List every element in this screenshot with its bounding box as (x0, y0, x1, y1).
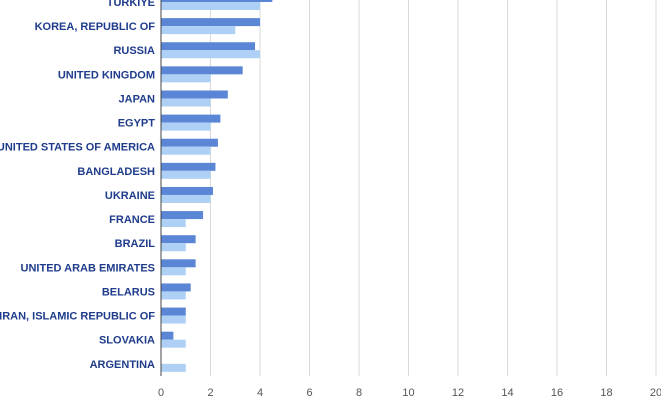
bar-series2-5 (161, 122, 211, 131)
bar-series2-8 (161, 194, 211, 203)
bar-series2-9 (161, 219, 186, 228)
bar-series1-6 (161, 138, 218, 147)
x-tick-label: 12 (452, 387, 464, 399)
category-label: BRAZIL (115, 238, 156, 250)
gridlines (210, 0, 657, 376)
x-tick-label: 10 (402, 387, 414, 399)
bar-series1-12 (161, 283, 191, 292)
x-tick-label: 8 (356, 387, 362, 399)
bar-series1-0 (161, 0, 273, 2)
category-label: IRAN, ISLAMIC REPUBLIC OF (0, 311, 155, 323)
category-label: UNITED ARAB EMIRATES (21, 262, 155, 274)
bar-series1-8 (161, 186, 213, 195)
x-tick-label: 6 (306, 387, 312, 399)
category-label: BELARUS (102, 286, 155, 298)
bar-series1-13 (161, 307, 186, 316)
x-tick-label: 18 (600, 387, 612, 399)
bar-series1-14 (161, 331, 174, 340)
bar-series2-3 (161, 74, 211, 83)
bar-series1-7 (161, 162, 216, 171)
x-tick-labels: 0 2 4 6 8 10 12 14 16 18 20 (158, 387, 661, 399)
bar-series1-9 (161, 211, 204, 220)
bar-series2-4 (161, 98, 211, 107)
bar-series1-10 (161, 235, 196, 244)
bars (161, 0, 273, 372)
x-tick-label: 16 (551, 387, 563, 399)
bar-series2-10 (161, 243, 186, 252)
bar-series1-5 (161, 114, 221, 123)
bar-series1-1 (161, 18, 260, 27)
bar-series2-1 (161, 26, 236, 35)
bar-series2-0 (161, 2, 260, 10)
category-label: UNITED KINGDOM (58, 69, 155, 81)
category-labels: TURKIYE KOREA, REPUBLIC OF RUSSIA UNITED KI… (0, 0, 155, 371)
category-label: TURKIYE (107, 0, 155, 9)
bar-series2-6 (161, 146, 211, 155)
category-label: ARGENTINA (90, 359, 155, 371)
x-tick-label: 2 (207, 387, 213, 399)
bar-series2-11 (161, 267, 186, 276)
category-label: EGYPT (118, 118, 156, 130)
bar-series2-12 (161, 291, 186, 300)
category-label: JAPAN (119, 93, 156, 105)
x-tick-label: 4 (257, 387, 263, 399)
bar-series2-13 (161, 315, 186, 324)
category-label: BANGLADESH (77, 166, 155, 178)
x-tick-label: 14 (501, 387, 513, 399)
bar-series1-2 (161, 42, 256, 51)
category-label: UNITED STATES OF AMERICA (0, 142, 155, 154)
bar-series2-2 (161, 50, 260, 59)
bar-series1-11 (161, 259, 196, 268)
category-label: UKRAINE (105, 190, 155, 202)
bar-series2-14 (161, 339, 186, 348)
bar-series1-3 (161, 66, 243, 75)
x-tick-label: 20 (650, 387, 661, 399)
bar-series1-4 (161, 90, 228, 99)
category-label: SLOVAKIA (99, 335, 155, 347)
category-label: KOREA, REPUBLIC OF (35, 21, 156, 33)
category-label: FRANCE (109, 214, 155, 226)
x-tick-label: 0 (158, 387, 164, 399)
bar-series2-7 (161, 170, 211, 179)
bar-series2-15 (161, 363, 186, 372)
category-label: RUSSIA (113, 45, 155, 57)
